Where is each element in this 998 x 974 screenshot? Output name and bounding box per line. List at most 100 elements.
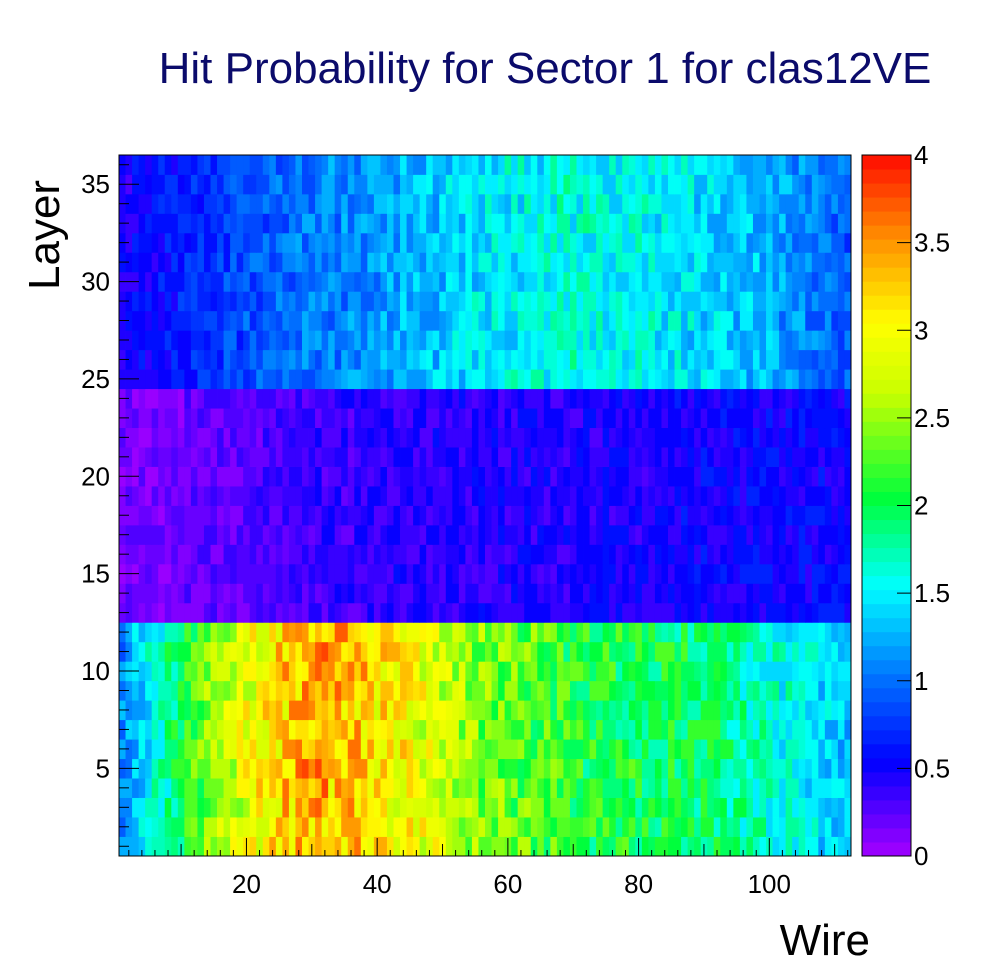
heatmap-cell (458, 622, 466, 643)
heatmap-cell (125, 291, 133, 312)
heatmap-cell (726, 486, 734, 506)
heatmap-cell (844, 661, 852, 682)
heatmap-cell (824, 193, 832, 214)
heatmap-cell (151, 524, 159, 545)
heatmap-cell (295, 778, 303, 798)
heatmap-cell (380, 719, 388, 740)
heatmap-cell (811, 447, 819, 467)
heatmap-cell (609, 544, 617, 565)
heatmap-cell (393, 486, 401, 506)
heatmap-cell (295, 408, 303, 429)
heatmap-cell (668, 700, 675, 721)
heatmap-cell (262, 680, 270, 701)
heatmap-cell (824, 836, 832, 857)
heatmap-cell (648, 155, 656, 175)
heatmap-cell (158, 369, 166, 390)
heatmap-cell (739, 447, 747, 467)
heatmap-cell (485, 155, 492, 175)
heatmap-cell (687, 486, 695, 506)
heatmap-cell (779, 797, 787, 818)
heatmap-cell (328, 700, 336, 721)
heatmap-cell (230, 486, 238, 506)
heatmap-cell (426, 797, 434, 818)
heatmap-cell (543, 817, 551, 837)
heatmap-cell (654, 408, 662, 429)
color-scale-swatch (862, 295, 911, 310)
heatmap-cell (439, 310, 447, 331)
heatmap-cell (125, 739, 133, 760)
heatmap-cell (563, 680, 571, 701)
heatmap-cell (498, 778, 506, 798)
heatmap-cell (772, 661, 780, 682)
heatmap-cell (125, 544, 133, 565)
heatmap-cell (609, 369, 617, 390)
heatmap-cell (524, 310, 532, 331)
heatmap-cell (197, 193, 205, 214)
heatmap-cell (622, 427, 630, 448)
heatmap-cell (432, 641, 440, 662)
heatmap-cell (511, 291, 519, 312)
heatmap-cell (380, 641, 388, 662)
heatmap-cell (478, 252, 486, 273)
heatmap-cell (739, 252, 747, 273)
heatmap-cell (733, 369, 741, 390)
heatmap-cell (739, 232, 747, 253)
heatmap-cell (779, 563, 787, 584)
heatmap-cell (132, 155, 140, 175)
heatmap-cell (217, 388, 224, 409)
heatmap-cell (811, 544, 819, 565)
heatmap-cell (648, 486, 656, 506)
heatmap-cell (707, 271, 715, 292)
heatmap-cell (373, 349, 381, 370)
heatmap-cell (151, 641, 159, 662)
heatmap-cell (550, 252, 558, 273)
heatmap-cell (524, 641, 532, 662)
heatmap-cell (190, 427, 198, 448)
heatmap-cell (400, 427, 407, 448)
heatmap-cell (439, 641, 447, 662)
heatmap-cell (249, 155, 257, 175)
heatmap-cell (302, 817, 309, 837)
heatmap-cell (393, 719, 401, 740)
heatmap-cell (491, 349, 499, 370)
heatmap-cell (798, 408, 806, 429)
heatmap-cell (249, 369, 257, 390)
heatmap-cell (262, 388, 270, 409)
heatmap-cell (236, 680, 244, 701)
heatmap-cell (739, 155, 747, 175)
heatmap-cell (687, 700, 695, 721)
heatmap-cell (275, 583, 283, 604)
heatmap-cell (236, 330, 244, 351)
heatmap-cell (779, 505, 787, 526)
heatmap-cell (583, 622, 590, 643)
heatmap-cell (628, 778, 636, 798)
heatmap-cell (498, 524, 506, 545)
heatmap-cell (609, 174, 617, 195)
heatmap-cell (746, 524, 754, 545)
heatmap-cell (432, 213, 440, 234)
heatmap-cell (223, 739, 231, 760)
heatmap-cell (288, 174, 296, 195)
heatmap-cell (341, 330, 349, 351)
heatmap-cell (230, 427, 238, 448)
heatmap-cell (720, 427, 728, 448)
heatmap-cell (530, 349, 538, 370)
heatmap-cell (262, 408, 270, 429)
heatmap-cell (471, 778, 479, 798)
heatmap-cell (223, 369, 231, 390)
heatmap-cell (491, 310, 499, 331)
heatmap-cell (831, 369, 839, 390)
heatmap-cell (752, 155, 760, 175)
heatmap-cell (615, 524, 623, 545)
heatmap-cell (452, 466, 460, 487)
heatmap-cell (478, 563, 486, 584)
heatmap-cell (752, 466, 760, 487)
heatmap-cell (236, 271, 244, 292)
heatmap-cell (818, 232, 826, 253)
heatmap-cell (798, 583, 806, 604)
heatmap-cell (380, 544, 388, 565)
heatmap-cell (478, 641, 486, 662)
heatmap-cell (217, 700, 224, 721)
heatmap-cell (635, 369, 643, 390)
heatmap-cell (426, 758, 434, 779)
